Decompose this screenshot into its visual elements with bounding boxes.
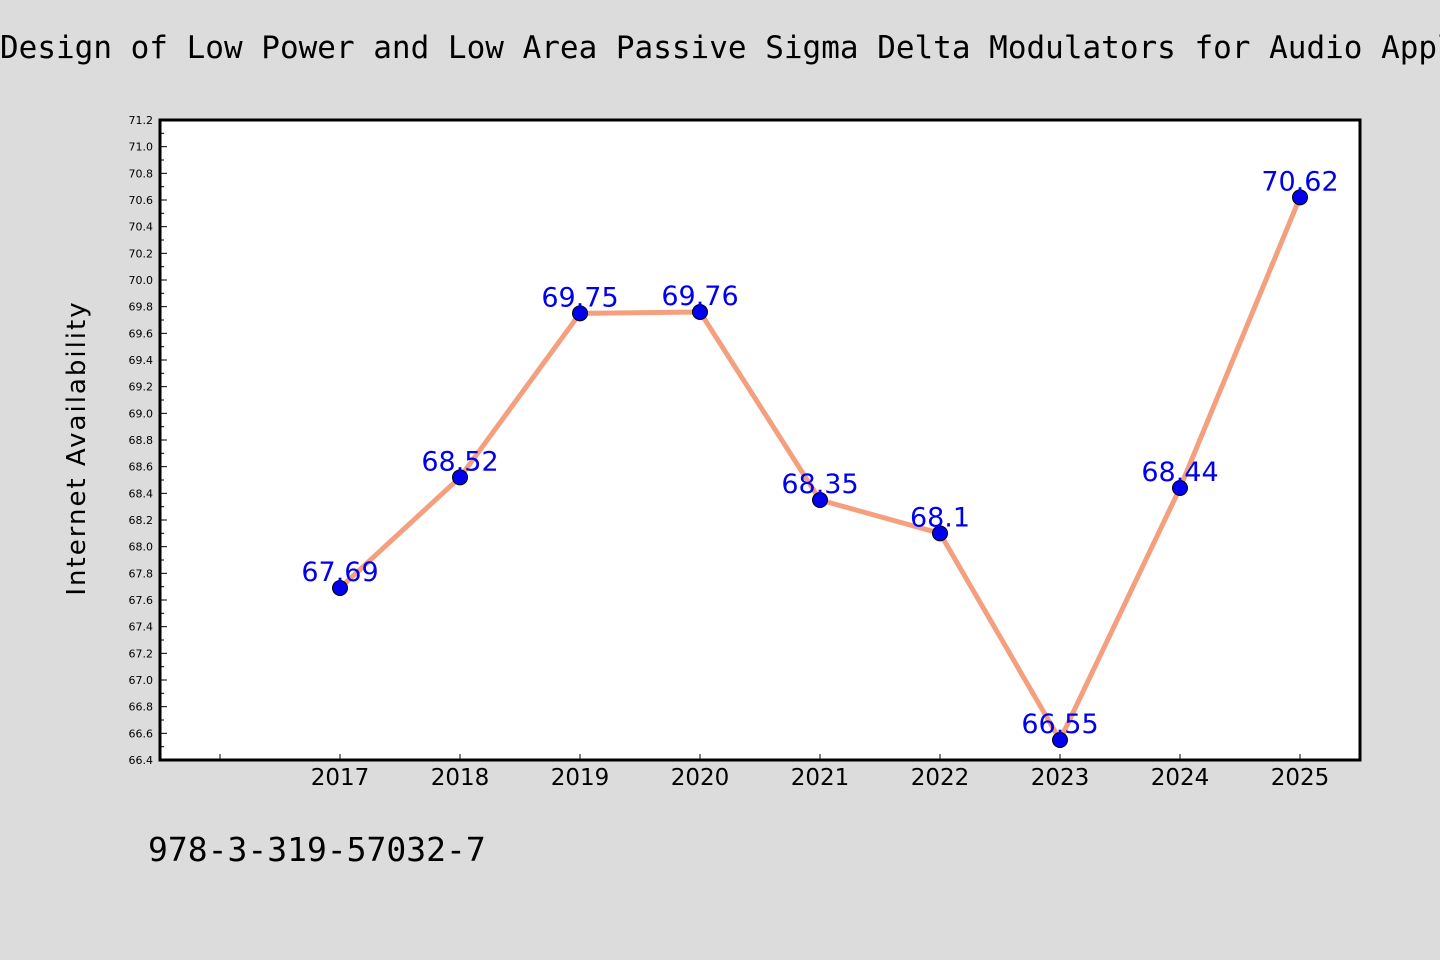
data-point xyxy=(692,304,708,320)
data-label: 68.1 xyxy=(910,502,970,533)
y-tick-label: 67.8 xyxy=(129,567,154,580)
y-tick-label: 67.0 xyxy=(129,674,154,687)
data-label: 68.52 xyxy=(421,446,498,477)
y-tick-label: 68.6 xyxy=(129,461,154,474)
data-point xyxy=(452,469,468,486)
y-tick-label: 69.0 xyxy=(129,407,154,420)
x-tick-label: 2022 xyxy=(911,765,970,791)
data-label: 68.44 xyxy=(1141,457,1218,488)
data-label: 69.75 xyxy=(541,282,618,313)
y-tick-label: 69.2 xyxy=(129,381,154,394)
y-tick-label: 70.6 xyxy=(129,194,154,207)
chart-title: Design of Low Power and Low Area Passive… xyxy=(0,30,1440,66)
y-tick-label: 69.8 xyxy=(129,301,154,314)
data-point xyxy=(572,305,588,322)
data-point xyxy=(1292,189,1308,206)
y-tick-label: 71.2 xyxy=(129,114,154,127)
y-tick-label: 70.4 xyxy=(129,221,154,234)
data-point xyxy=(1172,480,1188,496)
y-tick-label: 69.4 xyxy=(129,354,154,367)
data-label: 68.35 xyxy=(781,469,858,500)
data-label: 70.62 xyxy=(1261,166,1338,197)
data-point xyxy=(932,525,948,542)
x-tick-label: 2021 xyxy=(791,765,850,791)
x-axis: 2017 2018 2019 2020 2021 2022 2023 2024 2025 xyxy=(219,754,1330,791)
y-tick-label: 66.6 xyxy=(129,727,154,740)
y-tick-label: 66.8 xyxy=(129,701,154,714)
y-tick-label: 70.0 xyxy=(129,274,154,287)
x-tick-label: 2019 xyxy=(551,765,610,791)
data-point xyxy=(332,580,348,596)
y-tick-label: 68.2 xyxy=(129,514,154,527)
y-axis: 66.4 66.6 66.8 67.0 67.2 67.4 67.6 67.8 68.0 68.2… xyxy=(129,114,167,767)
x-tick-label: 2023 xyxy=(1031,765,1090,791)
y-tick-label: 67.4 xyxy=(129,621,154,634)
data-label: 67.69 xyxy=(301,557,378,588)
y-tick-label: 71.0 xyxy=(129,141,154,154)
plot-area xyxy=(158,118,1362,762)
footer-isbn: 978-3-319-57032-7 xyxy=(148,830,486,869)
y-tick-label: 66.4 xyxy=(129,754,154,767)
y-tick-label: 68.0 xyxy=(129,541,154,554)
x-tick-label: 2018 xyxy=(431,765,490,791)
y-tick-label: 67.6 xyxy=(129,594,154,607)
data-label: 66.55 xyxy=(1021,709,1098,740)
data-points xyxy=(332,189,1308,748)
data-point xyxy=(812,492,828,508)
x-tick-label: 2020 xyxy=(671,765,730,791)
x-tick-label: 2024 xyxy=(1151,765,1210,791)
y-tick-label: 68.8 xyxy=(129,434,154,447)
y-tick-label: 70.8 xyxy=(129,167,154,180)
y-tick-label: 67.2 xyxy=(129,647,154,660)
x-tick-label: 2017 xyxy=(311,765,370,791)
x-tick-label: 2025 xyxy=(1271,765,1330,791)
y-tick-label: 68.4 xyxy=(129,487,154,500)
data-labels: 67.69 68.52 69.75 69.76 68.35 68.1 66.55 68.44 7… xyxy=(301,166,1338,740)
y-axis-label: Internet Availability xyxy=(62,300,92,595)
data-point xyxy=(1052,732,1068,748)
data-label: 69.76 xyxy=(661,281,738,312)
y-tick-label: 69.6 xyxy=(129,327,154,340)
y-tick-label: 70.2 xyxy=(129,247,154,260)
